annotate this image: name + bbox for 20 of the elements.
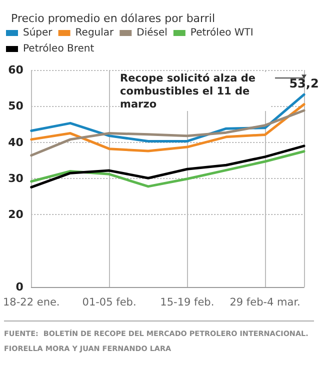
line-series [30,109,306,157]
data-label: 53,2 [289,76,319,91]
legend-label: Petróleo WTI [190,28,254,38]
legend-label: Diésel [136,28,168,38]
x-tick-label: 18-22 ene. [2,296,60,308]
legend-label: Regular [75,28,115,38]
y-tick-label: 60 [8,64,24,76]
x-tick-label: 29 feb-4 mar. [230,296,300,308]
line-series [30,103,306,152]
legend-label: Súper [23,28,54,38]
y-tick-label: 50 [8,100,24,113]
annotation: Recope solicitó alza de combustibles el 11 de marzo [120,72,260,110]
y-tick-label: 20 [8,208,24,222]
y-tick-label: 40 [8,136,24,149]
y-tick-label: 30 [8,172,24,185]
x-tick-label: 15-19 feb. [160,296,214,308]
chart-title: Precio promedio en dólares por barril [11,12,215,25]
y-tick-label: 0 [16,280,24,294]
legend-label: Petróleo Brent [23,44,94,54]
x-tick-label: 01-05 feb. [82,296,136,308]
